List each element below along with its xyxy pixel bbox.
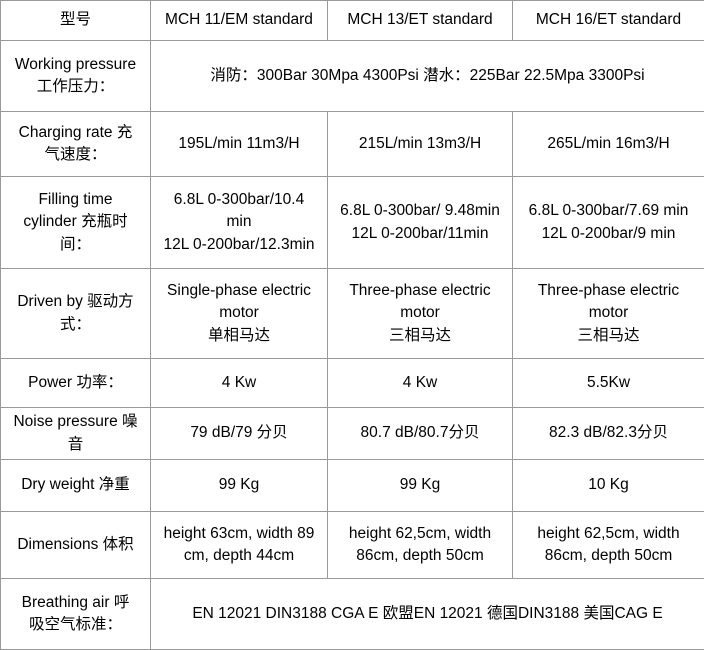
table-row: Dimensions 体积 height 63cm, width 89 cm, …	[1, 512, 704, 579]
label-line: Breathing air 呼	[6, 592, 145, 614]
cell-charging-rate-mch16: 265L/min 16m3/H	[513, 112, 704, 177]
label-line: 气速度：	[6, 144, 145, 166]
cell-dimensions-mch13: height 62,5cm, width 86cm, depth 50cm	[328, 512, 513, 579]
cell-charging-rate-mch11: 195L/min 11m3/H	[151, 112, 328, 177]
value-line: 6.8L 0-300bar/7.69 min	[518, 200, 699, 222]
row-label-dry-weight: Dry weight 净重	[1, 460, 151, 512]
value-line: Three-phase electric	[518, 280, 699, 302]
value-line: min	[156, 211, 322, 233]
label-line: cylinder 充瓶时	[6, 211, 145, 233]
label-line: 式：	[6, 314, 145, 336]
value-line: height 62,5cm, width	[518, 523, 699, 545]
value-line: 三相马达	[518, 325, 699, 347]
table-row: Power 功率： 4 Kw 4 Kw 5.5Kw	[1, 359, 704, 408]
value-line: motor	[518, 302, 699, 324]
row-label-noise-pressure: Noise pressure 噪 音	[1, 408, 151, 460]
cell-noise-pressure-mch13: 80.7 dB/80.7分贝	[328, 408, 513, 460]
cell-filling-time-mch16: 6.8L 0-300bar/7.69 min 12L 0-200bar/9 mi…	[513, 177, 704, 269]
value-line: height 62,5cm, width	[333, 523, 507, 545]
label-line: Working pressure	[6, 54, 145, 76]
cell-dimensions-mch11: height 63cm, width 89 cm, depth 44cm	[151, 512, 328, 579]
value-line: Single-phase electric	[156, 280, 322, 302]
value-line: Three-phase electric	[333, 280, 507, 302]
value-line: motor	[156, 302, 322, 324]
label-line: 间：	[6, 234, 145, 256]
cell-driven-by-mch16: Three-phase electric motor 三相马达	[513, 269, 704, 359]
row-label-charging-rate: Charging rate 充 气速度：	[1, 112, 151, 177]
value-line: 12L 0-200bar/11min	[333, 223, 507, 245]
cell-filling-time-mch13: 6.8L 0-300bar/ 9.48min 12L 0-200bar/11mi…	[328, 177, 513, 269]
table-row: Driven by 驱动方 式： Single-phase electric m…	[1, 269, 704, 359]
header-cell-mch16: MCH 16/ET standard	[513, 1, 704, 41]
cell-filling-time-mch11: 6.8L 0-300bar/10.4 min 12L 0-200bar/12.3…	[151, 177, 328, 269]
row-label-filling-time: Filling time cylinder 充瓶时 间：	[1, 177, 151, 269]
cell-working-pressure-merged: 消防：300Bar 30Mpa 4300Psi 潜水：225Bar 22.5Mp…	[151, 41, 704, 112]
label-line: 吸空气标准：	[6, 614, 145, 636]
table-row: Dry weight 净重 99 Kg 99 Kg 10 Kg	[1, 460, 704, 512]
cell-power-mch16: 5.5Kw	[513, 359, 704, 408]
cell-dry-weight-mch11: 99 Kg	[151, 460, 328, 512]
row-label-working-pressure: Working pressure 工作压力：	[1, 41, 151, 112]
cell-dry-weight-mch16: 10 Kg	[513, 460, 704, 512]
cell-noise-pressure-mch16: 82.3 dB/82.3分贝	[513, 408, 704, 460]
value-line: 12L 0-200bar/12.3min	[156, 234, 322, 256]
table-header-row: 型号 MCH 11/EM standard MCH 13/ET standard…	[1, 1, 704, 41]
label-line: Driven by 驱动方	[6, 291, 145, 313]
header-cell-model: 型号	[1, 1, 151, 41]
table-row: Breathing air 呼 吸空气标准： EN 12021 DIN3188 …	[1, 579, 704, 650]
cell-driven-by-mch11: Single-phase electric motor 单相马达	[151, 269, 328, 359]
row-label-driven-by: Driven by 驱动方 式：	[1, 269, 151, 359]
label-line: 工作压力：	[6, 76, 145, 98]
label-line: 音	[6, 434, 145, 456]
value-line: 12L 0-200bar/9 min	[518, 223, 699, 245]
value-line: 6.8L 0-300bar/ 9.48min	[333, 200, 507, 222]
header-cell-mch11: MCH 11/EM standard	[151, 1, 328, 41]
row-label-power: Power 功率：	[1, 359, 151, 408]
table-row: Charging rate 充 气速度： 195L/min 11m3/H 215…	[1, 112, 704, 177]
row-label-dimensions: Dimensions 体积	[1, 512, 151, 579]
cell-noise-pressure-mch11: 79 dB/79 分贝	[151, 408, 328, 460]
value-line: 单相马达	[156, 325, 322, 347]
cell-breathing-air-merged: EN 12021 DIN3188 CGA E 欧盟EN 12021 德国DIN3…	[151, 579, 704, 650]
cell-power-mch11: 4 Kw	[151, 359, 328, 408]
table-row: Filling time cylinder 充瓶时 间： 6.8L 0-300b…	[1, 177, 704, 269]
value-line: 86cm, depth 50cm	[518, 545, 699, 567]
value-line: 6.8L 0-300bar/10.4	[156, 189, 322, 211]
label-line: Noise pressure 噪	[6, 411, 145, 433]
value-line: 三相马达	[333, 325, 507, 347]
table-row: Working pressure 工作压力： 消防：300Bar 30Mpa 4…	[1, 41, 704, 112]
cell-power-mch13: 4 Kw	[328, 359, 513, 408]
cell-dry-weight-mch13: 99 Kg	[328, 460, 513, 512]
label-line: Charging rate 充	[6, 122, 145, 144]
header-cell-mch13: MCH 13/ET standard	[328, 1, 513, 41]
cell-dimensions-mch16: height 62,5cm, width 86cm, depth 50cm	[513, 512, 704, 579]
cell-charging-rate-mch13: 215L/min 13m3/H	[328, 112, 513, 177]
value-line: 86cm, depth 50cm	[333, 545, 507, 567]
row-label-breathing-air: Breathing air 呼 吸空气标准：	[1, 579, 151, 650]
table-row: Noise pressure 噪 音 79 dB/79 分贝 80.7 dB/8…	[1, 408, 704, 460]
value-line: cm, depth 44cm	[156, 545, 322, 567]
cell-driven-by-mch13: Three-phase electric motor 三相马达	[328, 269, 513, 359]
value-line: height 63cm, width 89	[156, 523, 322, 545]
label-line: Filling time	[6, 189, 145, 211]
value-line: motor	[333, 302, 507, 324]
